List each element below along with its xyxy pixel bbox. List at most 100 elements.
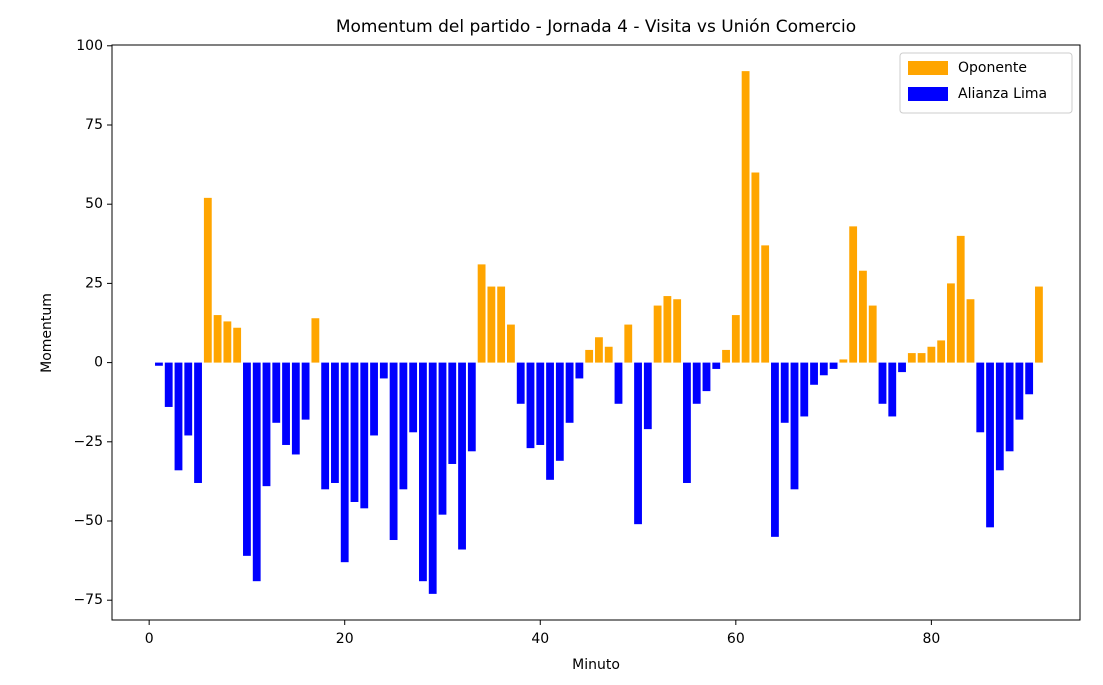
- bar: [311, 318, 320, 363]
- bar: [194, 362, 202, 483]
- bar: [868, 305, 877, 363]
- bar: [379, 362, 388, 379]
- bar: [438, 362, 447, 515]
- bar: [419, 362, 427, 582]
- bar: [634, 362, 642, 525]
- bar: [653, 305, 662, 363]
- bar: [467, 362, 476, 452]
- bar: [370, 362, 378, 436]
- bar: [1025, 362, 1034, 395]
- y-axis-label: Momentum: [39, 293, 55, 373]
- x-tick-label: 60: [727, 631, 745, 647]
- bar: [624, 324, 633, 363]
- bar: [301, 362, 310, 420]
- bar: [956, 235, 965, 363]
- x-tick-label: 40: [531, 631, 549, 647]
- bar: [741, 71, 750, 363]
- bar: [458, 362, 466, 550]
- chart-title: Momentum del partido - Jornada 4 - Visit…: [336, 17, 856, 37]
- bar: [839, 359, 848, 363]
- bar: [966, 299, 975, 363]
- bar: [213, 315, 222, 363]
- bar: [800, 362, 809, 417]
- bar: [360, 362, 369, 509]
- bar: [663, 296, 672, 363]
- bar: [282, 362, 290, 445]
- bar: [849, 226, 858, 363]
- bar: [340, 362, 349, 563]
- bar: [917, 353, 926, 363]
- bar: [731, 315, 740, 363]
- bar: [184, 362, 193, 436]
- bar: [595, 337, 603, 363]
- bar: [291, 362, 300, 455]
- x-tick-label: 80: [922, 631, 940, 647]
- bar: [937, 340, 946, 363]
- bar: [898, 362, 906, 373]
- legend-label: Oponente: [958, 60, 1027, 76]
- y-tick-label: 50: [85, 196, 103, 212]
- bar: [262, 362, 271, 487]
- bar: [859, 270, 867, 363]
- bar: [751, 172, 760, 363]
- bar: [272, 362, 281, 423]
- bar: [164, 362, 173, 407]
- bar: [477, 264, 486, 363]
- bar: [722, 349, 730, 363]
- bar: [907, 353, 916, 363]
- bar: [947, 283, 955, 363]
- x-tick-label: 20: [336, 631, 354, 647]
- bar: [780, 362, 789, 423]
- bar: [428, 362, 437, 594]
- bar: [712, 362, 721, 369]
- bar: [995, 362, 1004, 471]
- bar: [1015, 362, 1024, 420]
- bar: [1035, 286, 1043, 363]
- x-tick-label: 0: [145, 631, 154, 647]
- legend-swatch: [908, 61, 948, 75]
- bar: [819, 362, 828, 376]
- bar: [546, 362, 554, 480]
- bar: [252, 362, 261, 582]
- y-tick-label: −25: [73, 434, 103, 450]
- bar: [526, 362, 535, 449]
- bar: [761, 245, 770, 363]
- y-tick-label: 25: [85, 275, 103, 291]
- bar: [399, 362, 408, 490]
- bar: [174, 362, 183, 471]
- bar: [155, 362, 163, 366]
- bar: [516, 362, 525, 404]
- bar: [203, 197, 212, 363]
- legend-label: Alianza Lima: [958, 86, 1047, 102]
- bar: [692, 362, 701, 404]
- bar: [331, 362, 339, 483]
- y-tick-label: −50: [73, 513, 103, 529]
- bar: [976, 362, 985, 433]
- bar: [223, 321, 232, 363]
- y-tick-label: 100: [76, 38, 103, 54]
- bar: [389, 362, 398, 541]
- bar: [536, 362, 545, 445]
- bar: [575, 362, 584, 379]
- bar: [673, 299, 682, 363]
- bar: [233, 327, 242, 363]
- bar: [350, 362, 359, 502]
- bar: [1005, 362, 1014, 452]
- y-tick-label: 0: [94, 355, 103, 371]
- bar: [683, 362, 691, 483]
- bar: [448, 362, 457, 464]
- bar: [507, 324, 515, 363]
- bar: [585, 349, 594, 363]
- bar: [771, 362, 779, 537]
- bar: [555, 362, 564, 461]
- bar: [643, 362, 652, 430]
- bar: [790, 362, 799, 490]
- bar: [829, 362, 838, 369]
- bar: [565, 362, 574, 423]
- bar: [810, 362, 818, 385]
- legend-swatch: [908, 87, 948, 101]
- y-tick-label: 75: [85, 117, 103, 133]
- bar: [878, 362, 887, 404]
- bar: [702, 362, 711, 392]
